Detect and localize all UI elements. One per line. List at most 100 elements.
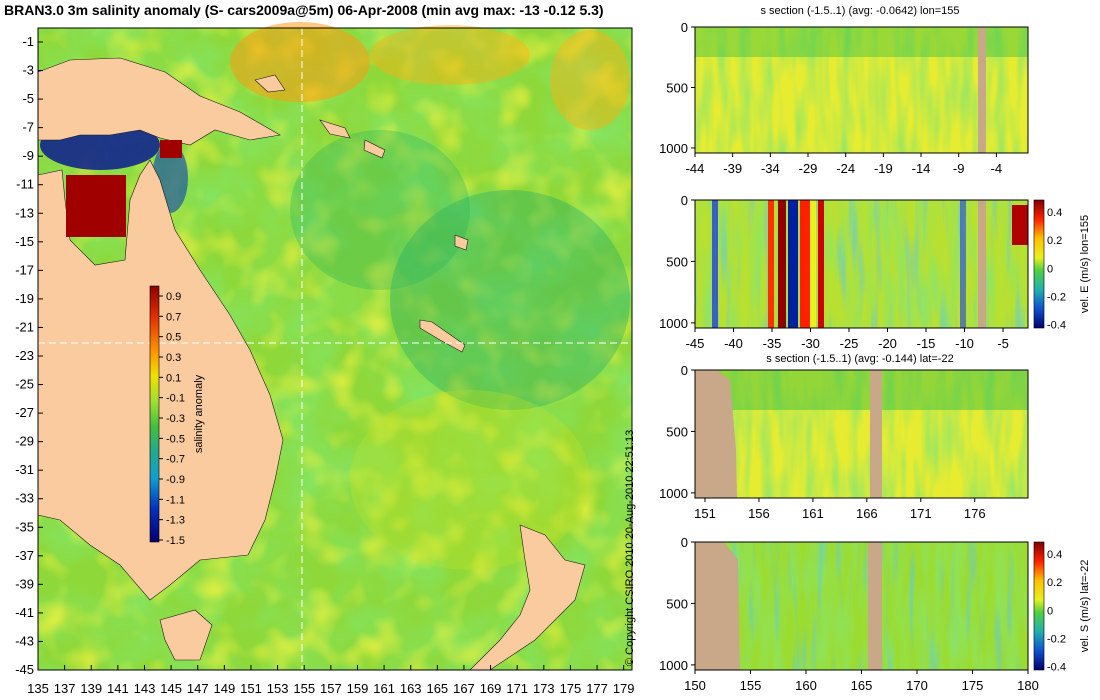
lat-tick-label: -7 — [22, 120, 34, 135]
map-frame — [37, 27, 633, 671]
lat-tick-label: -23 — [15, 348, 34, 363]
section-x-tick: -35 — [763, 336, 782, 351]
lon-tick-label: 149 — [214, 681, 236, 696]
lon-tick-label: 155 — [293, 681, 315, 696]
map-colorbar-scale — [149, 285, 160, 543]
velocity-colorbar-tick: -0.4 — [1047, 320, 1066, 332]
section-depth-tick: 1000 — [659, 658, 688, 673]
map-title: BRAN3.0 3m salinity anomaly (S- cars2009… — [4, 2, 604, 18]
velocity-colorbar-tick: -0.4 — [1047, 662, 1066, 674]
lon-tick-label: 145 — [160, 681, 182, 696]
section-x-tick: 151 — [694, 506, 716, 521]
lon-tick-label: 173 — [533, 681, 555, 696]
section-x-tick: 156 — [748, 506, 770, 521]
lon-tick-label: 171 — [506, 681, 528, 696]
section-x-tick: 161 — [802, 506, 824, 521]
lat-tick-label: -15 — [15, 234, 34, 249]
lon-tick-label: 159 — [347, 681, 369, 696]
panel-2-frame — [694, 199, 1029, 329]
map-colorbar-tick: -0.3 — [166, 413, 185, 425]
map-colorbar-tick: 0.3 — [166, 352, 181, 364]
lon-tick-label: 165 — [426, 681, 448, 696]
copyright-text: © Copyright CSIRO 2010 20-Aug-2010 22:51… — [624, 429, 636, 666]
section-x-tick: 166 — [856, 506, 878, 521]
map-lon-ticks: 135 137 139 141 143 145 147 149 151 153 155 157 159 1… — [27, 665, 635, 696]
lon-tick-label: 167 — [453, 681, 475, 696]
section-x-tick: -34 — [761, 161, 780, 176]
lon-tick-label: 153 — [267, 681, 289, 696]
lon-tick-label: 175 — [560, 681, 582, 696]
section-depth-tick: 0 — [681, 363, 688, 378]
velocity-colorbar-tick: 0.4 — [1047, 207, 1062, 219]
panel-2-land — [978, 200, 986, 328]
lat-tick-label: -13 — [15, 205, 34, 220]
lat-tick-label: -39 — [15, 576, 34, 591]
lon-tick-label: 147 — [187, 681, 209, 696]
map-land — [37, 57, 586, 671]
panel-4-colorbar-label: vel. S (m/s) lat=-22 — [1079, 560, 1091, 653]
panel-4-land-2 — [868, 542, 882, 670]
velocity-south-section-lat-22: 0 500 1000 150 155 160 165 170 175 180 0.4 0.2 0 -0.… — [659, 535, 1091, 693]
lat-tick-label: -25 — [15, 377, 34, 392]
velocity-colorbar-tick: 0.2 — [1047, 235, 1062, 247]
map-colorbar-label: salinity anomaly — [193, 374, 205, 453]
section-x-tick: -14 — [912, 161, 931, 176]
main-map-figure: -1 -3 -5 -7 -9 -11 -13 -15 -17 -19 -21 -23 -25 -27 -29… — [15, 22, 635, 696]
section-depth-tick: 500 — [666, 424, 688, 439]
lat-tick-label: -41 — [15, 605, 34, 620]
lat-tick-label: -3 — [22, 63, 34, 78]
velocity-colorbar-tick: 0 — [1047, 263, 1053, 275]
lat-tick-label: -21 — [15, 319, 34, 334]
panel-3-land-2 — [870, 370, 882, 498]
lon-tick-label: 157 — [320, 681, 342, 696]
section-x-tick: -5 — [997, 336, 1009, 351]
lat-tick-label: -5 — [22, 91, 34, 106]
section-depth-tick: 500 — [666, 80, 688, 95]
section-x-tick: 150 — [684, 678, 706, 693]
section-depth-tick: 0 — [681, 535, 688, 550]
section-x-tick: -4 — [991, 161, 1003, 176]
section-x-tick: -40 — [724, 336, 743, 351]
lat-tick-label: -17 — [15, 262, 34, 277]
velocity-colorbar-tick: 0.2 — [1047, 577, 1062, 589]
lon-tick-label: 169 — [480, 681, 502, 696]
lat-tick-label: -35 — [15, 519, 34, 534]
lat-tick-label: -27 — [15, 405, 34, 420]
map-colorbar-tick: 0.5 — [166, 332, 181, 344]
velocity-colorbar-tick: -0.2 — [1047, 633, 1066, 645]
map-colorbar-tick: -1.3 — [166, 515, 185, 527]
lon-tick-label: 151 — [240, 681, 262, 696]
panel-4-land — [695, 542, 740, 670]
lon-tick-label: 163 — [400, 681, 422, 696]
map-colorbar-tick: -0.7 — [166, 454, 185, 466]
salinity-section-lon155: s section (-1.5..1) (avg: -0.0642) lon=1… — [659, 5, 1029, 176]
velocity-colorbar-tick: 0.4 — [1047, 549, 1062, 561]
lat-tick-label: -37 — [15, 548, 34, 563]
map-colorbar-tick: -1.1 — [166, 494, 185, 506]
panel-1-title: s section (-1.5..1) (avg: -0.0642) lon=1… — [760, 5, 959, 17]
section-x-tick: 176 — [964, 506, 986, 521]
section-x-tick: -30 — [801, 336, 820, 351]
lat-tick-label: -29 — [15, 434, 34, 449]
section-x-tick: -19 — [874, 161, 893, 176]
lon-tick-label: 139 — [80, 681, 102, 696]
section-x-tick: -45 — [686, 336, 705, 351]
map-colorbar-tick: 0.1 — [166, 372, 181, 384]
section-x-tick: 175 — [962, 678, 984, 693]
velocity-east-section-lon155: 0 500 1000 -45 -40 -35 -30 -25 -20 -15 -10 -5 0.4 0.… — [659, 193, 1091, 351]
section-x-tick: -25 — [840, 336, 859, 351]
section-x-tick: -29 — [799, 161, 818, 176]
salinity-section-lat-22: s section (-1.5..1) (avg: -0.144) lat=-2… — [659, 353, 1029, 521]
panel-1-frame — [694, 26, 1029, 154]
lon-tick-label: 177 — [586, 681, 608, 696]
panel-1-land — [978, 27, 986, 153]
panel-3-land — [695, 370, 737, 498]
map-colorbar-tick: 0.7 — [166, 311, 181, 323]
lon-tick-label: 137 — [54, 681, 76, 696]
map-anomaly-high-region — [66, 175, 126, 237]
lat-tick-label: -1 — [22, 34, 34, 49]
lat-tick-label: -9 — [22, 148, 34, 163]
panel-2-colorbar-label: vel. E (m/s) lon=155 — [1079, 215, 1091, 313]
section-depth-tick: 1000 — [659, 316, 688, 331]
section-x-tick: -44 — [686, 161, 705, 176]
